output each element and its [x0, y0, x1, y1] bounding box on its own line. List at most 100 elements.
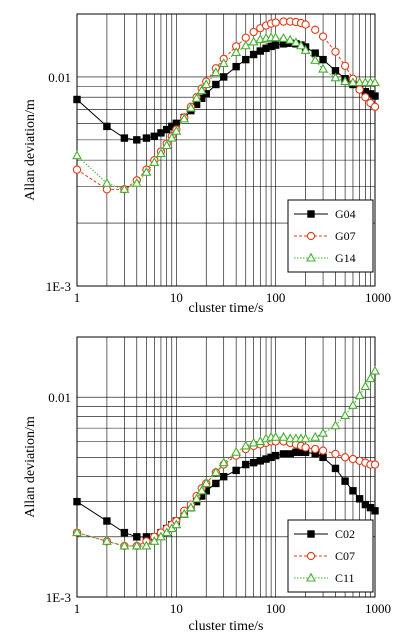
data-point-C11 [365, 373, 376, 383]
data-point-G14 [248, 36, 259, 46]
data-point-C11 [191, 493, 202, 503]
data-point-C07 [301, 443, 310, 452]
data-point-C07 [311, 444, 320, 454]
data-point-G14 [131, 177, 142, 187]
data-point-G14 [240, 40, 251, 50]
data-point-C11 [231, 446, 242, 456]
series-C11 [72, 365, 380, 550]
data-point-G14 [278, 32, 289, 42]
data-point-C02 [279, 450, 288, 458]
data-point-C02 [73, 497, 81, 506]
series-line-G07 [76, 21, 376, 190]
x-axis-label-top: cluster time/s [188, 301, 263, 316]
data-point-C07 [370, 460, 380, 469]
data-point-G04 [232, 62, 240, 71]
data-point-G14 [318, 63, 328, 73]
data-point-G07 [355, 85, 364, 94]
data-point-G04 [73, 95, 81, 104]
data-point-G04 [242, 55, 250, 64]
data-point-G14 [348, 77, 358, 87]
data-point-C11 [72, 527, 82, 537]
data-point-G04 [371, 92, 379, 100]
data-point-G07 [340, 61, 350, 70]
legend-label: G04 [335, 207, 356, 221]
data-point-C11 [370, 365, 380, 375]
data-point-C11 [179, 508, 190, 518]
data-point-C02 [133, 533, 141, 541]
legend-item-C02: C02 [294, 527, 355, 541]
series-G14 [72, 32, 380, 193]
data-point-G07 [72, 165, 82, 174]
legend-top: G04 G07 G14 [287, 199, 374, 273]
data-point-C11 [156, 531, 166, 541]
data-point-G14 [218, 58, 229, 68]
data-point-G07 [361, 93, 370, 102]
chart-bottom: 1 10 100 1000 1E-3 0.01 Allan deviation/m clu… [23, 336, 391, 634]
data-point-C11 [185, 502, 196, 512]
data-point-G07 [331, 47, 340, 56]
data-point-G14 [179, 113, 190, 123]
data-point-G04 [220, 73, 228, 81]
legend-marker-C11 [306, 572, 316, 582]
data-point-G14 [201, 79, 212, 89]
data-point-G07 [271, 18, 280, 27]
legend-item-G14: G14 [294, 251, 356, 265]
data-point-C02 [242, 460, 250, 469]
data-point-C11 [270, 431, 281, 441]
grid-bottom [77, 337, 375, 597]
data-point-C02 [355, 495, 364, 503]
data-point-G04 [103, 122, 111, 131]
legend-marker-C02 [307, 530, 315, 538]
data-point-G07 [370, 102, 380, 111]
data-point-G07 [311, 25, 320, 34]
data-point-C11 [210, 467, 221, 476]
data-point-C11 [141, 540, 152, 550]
data-point-C11 [285, 433, 296, 443]
y-tick-label: 1E-3 [46, 279, 71, 294]
y-tick-label: 0.01 [48, 70, 71, 85]
data-point-G14 [149, 157, 160, 166]
data-point-G04 [319, 55, 327, 64]
y-tick-label: 0.01 [48, 390, 71, 405]
data-point-G07 [241, 33, 250, 42]
data-point-C07 [331, 449, 340, 459]
data-point-C11 [278, 431, 289, 441]
data-point-C02 [220, 472, 228, 481]
data-point-G14 [72, 150, 82, 160]
data-point-C11 [171, 519, 182, 529]
data-point-G04 [120, 134, 129, 142]
data-point-C11 [300, 433, 311, 443]
legend-item-G07: G07 [294, 229, 356, 243]
x-tick-label: 1 [74, 601, 81, 616]
series-layer-bottom [72, 365, 380, 551]
data-point-G14 [285, 34, 296, 44]
data-point-C11 [218, 457, 229, 467]
legend-item-G04: G04 [294, 207, 356, 221]
data-point-G14 [291, 37, 301, 47]
data-point-G07 [318, 32, 328, 41]
data-point-C02 [103, 517, 111, 525]
data-point-G14 [171, 125, 182, 135]
data-point-G14 [185, 102, 196, 112]
data-point-G04 [271, 41, 280, 49]
data-point-G14 [161, 140, 172, 150]
data-point-C02 [349, 487, 357, 495]
plot-frame-top [76, 13, 376, 287]
data-point-C07 [318, 446, 328, 455]
data-point-G14 [340, 76, 351, 86]
data-point-C02 [212, 479, 220, 488]
data-point-C11 [119, 540, 130, 550]
data-point-C11 [330, 420, 341, 430]
x-axis-label-bottom: cluster time/s [188, 619, 263, 634]
data-point-G04 [150, 132, 158, 141]
data-point-C11 [240, 440, 251, 450]
data-point-C11 [201, 478, 212, 487]
data-point-G14 [330, 72, 341, 82]
data-point-G14 [191, 93, 202, 102]
data-point-C11 [149, 535, 160, 545]
data-point-G14 [156, 148, 166, 158]
x-tick-label: 10 [170, 601, 183, 616]
data-point-C02 [319, 453, 327, 462]
data-point-G14 [296, 40, 306, 50]
